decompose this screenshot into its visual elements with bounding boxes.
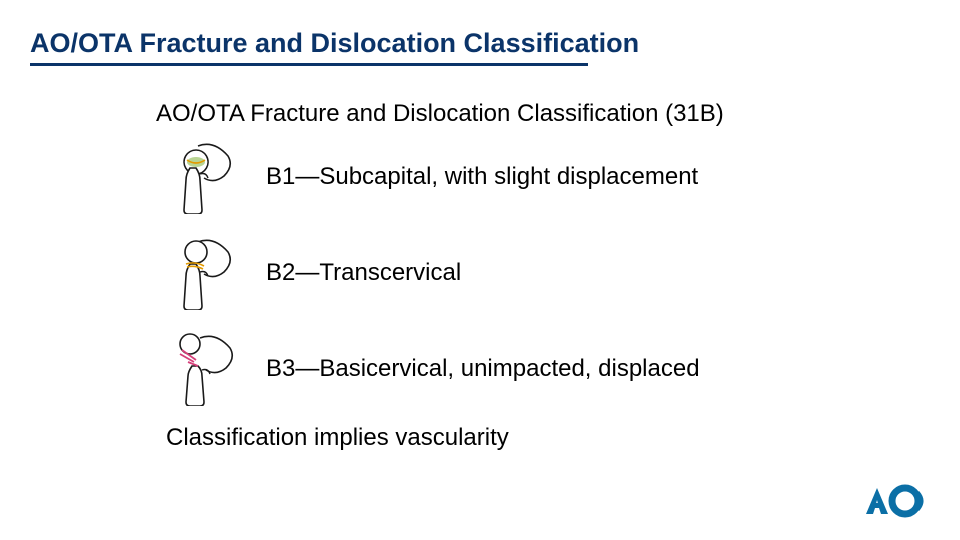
item-list: B1—Subcapital, with slight displacement … bbox=[156, 140, 930, 406]
ao-logo-icon bbox=[862, 484, 926, 518]
content-block: AO/OTA Fracture and Dislocation Classifi… bbox=[30, 100, 930, 452]
classification-item: B1—Subcapital, with slight displacement bbox=[166, 140, 930, 214]
footer-note: Classification implies vascularity bbox=[156, 424, 930, 452]
classification-label: B2—Transcervical bbox=[266, 258, 461, 288]
title-underline bbox=[30, 63, 588, 66]
hip-b3-icon bbox=[166, 332, 236, 406]
slide: AO/OTA Fracture and Dislocation Classifi… bbox=[0, 0, 960, 540]
page-title: AO/OTA Fracture and Dislocation Classifi… bbox=[30, 28, 930, 59]
subtitle: AO/OTA Fracture and Dislocation Classifi… bbox=[156, 100, 930, 128]
hip-b2-icon bbox=[166, 236, 236, 310]
hip-b1-icon bbox=[166, 140, 236, 214]
classification-label: B1—Subcapital, with slight displacement bbox=[266, 162, 698, 192]
classification-item: B2—Transcervical bbox=[166, 236, 930, 310]
classification-item: B3—Basicervical, unimpacted, displaced bbox=[166, 332, 930, 406]
classification-label: B3—Basicervical, unimpacted, displaced bbox=[266, 354, 700, 384]
